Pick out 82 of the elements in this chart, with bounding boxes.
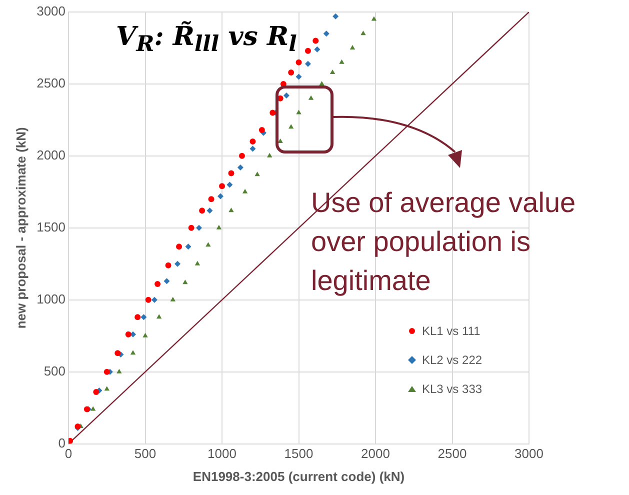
point (216, 224, 222, 230)
y-tick-label: 3000 (36, 4, 66, 19)
point (250, 138, 256, 145)
point (270, 110, 276, 116)
point (238, 152, 245, 159)
x-axis-title: EN1998-3:2005 (current code) (kN) (192, 468, 405, 484)
point (170, 296, 176, 302)
point (308, 95, 314, 100)
point (296, 110, 302, 114)
point (360, 30, 366, 36)
point (206, 242, 211, 247)
point (185, 244, 192, 250)
point (104, 386, 110, 391)
point (332, 13, 339, 20)
point (217, 193, 224, 200)
point (188, 224, 194, 231)
point (114, 350, 121, 356)
point (140, 314, 147, 320)
point (199, 208, 206, 214)
x-tick-label: 3000 (514, 446, 544, 462)
point (312, 38, 319, 44)
point (283, 92, 290, 98)
point (176, 244, 182, 250)
y-tick-label: 0 (58, 435, 66, 450)
point (339, 59, 344, 64)
y-tick-label: 2000 (36, 148, 66, 163)
point (93, 388, 100, 395)
text: V$_{R}$: R̃$_{lll}$ vs R$_{l}$ (116, 22, 297, 58)
point (319, 80, 324, 86)
y-tick-label: 500 (44, 363, 66, 378)
y-tick-label: 2500 (36, 76, 66, 91)
point (134, 314, 141, 320)
point (250, 146, 256, 152)
point (164, 278, 170, 284)
legend-label: KL1 vs 111 (422, 324, 480, 338)
point (323, 30, 330, 37)
point (237, 164, 244, 170)
point (330, 69, 336, 74)
point (125, 331, 132, 338)
x-tick-label: 500 (134, 446, 156, 462)
point (314, 46, 320, 52)
x-tick-label: 2500 (438, 446, 467, 462)
point (142, 332, 148, 338)
point (194, 260, 200, 266)
legend-label: KL2 vs 222 (422, 352, 482, 366)
point (242, 188, 248, 194)
point (156, 314, 162, 319)
point (206, 208, 213, 214)
y-tick-label: 1000 (36, 291, 66, 306)
legend-label: KL3 vs 333 (422, 382, 482, 396)
point (228, 208, 234, 212)
point (296, 74, 302, 80)
point (371, 16, 377, 21)
point (226, 182, 233, 188)
point (219, 183, 226, 190)
point (304, 48, 311, 54)
point (165, 262, 172, 268)
point (304, 60, 311, 67)
point (254, 172, 260, 176)
point (208, 196, 214, 202)
point (174, 260, 180, 267)
y-tick-label: 1500 (36, 219, 66, 234)
point (258, 127, 265, 134)
point (288, 69, 294, 76)
point (151, 296, 158, 303)
y-axis-title: new proposal - approximate (kN) (13, 127, 28, 329)
point (196, 224, 202, 231)
point (130, 350, 136, 355)
x-tick-label: 2000 (361, 446, 390, 462)
point (154, 281, 161, 288)
point (296, 59, 302, 66)
point (182, 280, 188, 284)
x-tick-label: 1500 (284, 446, 314, 462)
point (267, 152, 272, 158)
point (116, 368, 122, 374)
point (228, 170, 234, 176)
point (350, 44, 356, 50)
point (104, 368, 110, 375)
point (145, 296, 152, 303)
x-tick-label: 1000 (208, 446, 236, 462)
point (288, 124, 294, 129)
point (90, 406, 96, 411)
